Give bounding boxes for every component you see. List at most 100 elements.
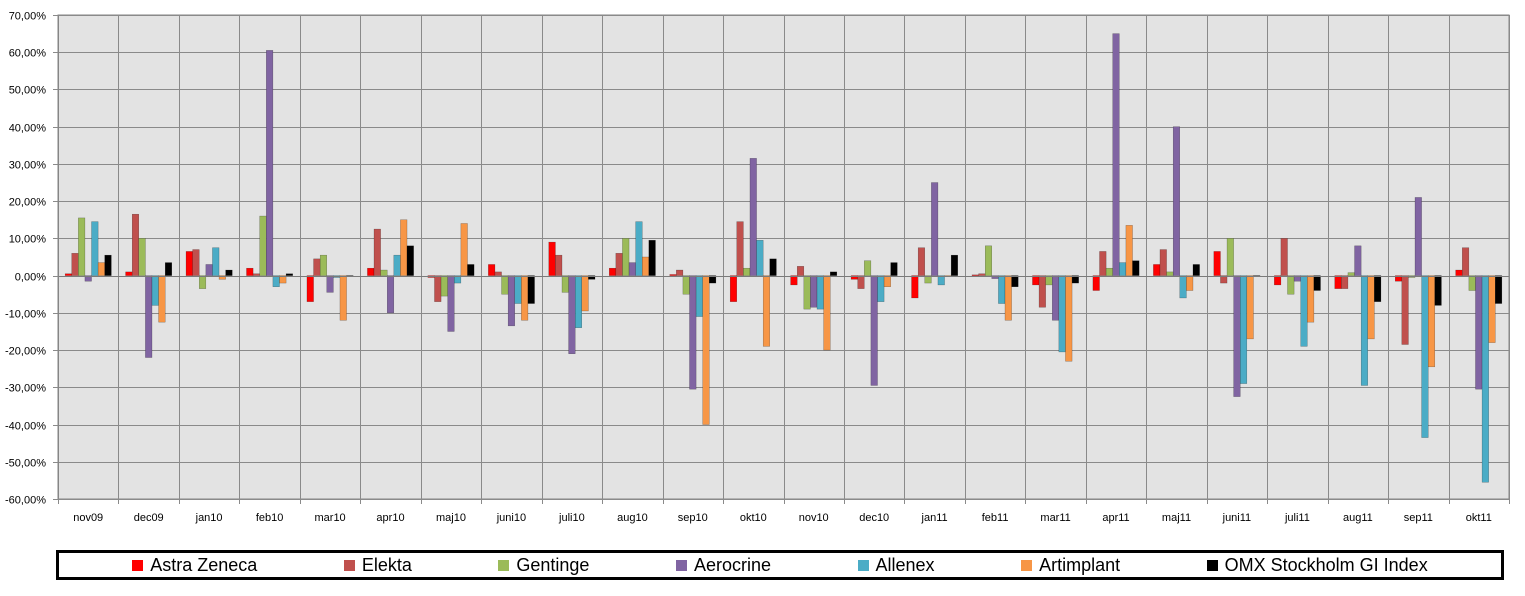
x-tick-label: aug10: [617, 512, 648, 524]
bar-omx-stockholm-gi-index-aug11: [1374, 275, 1382, 302]
bar-gentinge-juli10: [561, 275, 569, 293]
bar-gentinge-feb10: [259, 215, 267, 276]
bar-artimplant-jan10: [218, 275, 226, 280]
legend-label: Gentinge: [516, 554, 590, 575]
bar-omx-stockholm-gi-index-nov09: [104, 254, 112, 276]
y-tick-label: -30,00%: [5, 383, 46, 395]
bar-omx-stockholm-gi-index-juni10: [527, 275, 535, 304]
bar-omx-stockholm-gi-index-aug10: [648, 240, 656, 276]
bar-elekta-feb10: [252, 273, 260, 276]
bar-elekta-maj10: [434, 275, 442, 302]
y-tick-label: 40,00%: [9, 123, 47, 135]
bar-allenex-mar11: [1058, 275, 1066, 353]
bar-allenex-maj10: [454, 275, 462, 284]
bar-allenex-maj11: [1179, 275, 1187, 299]
x-tick-label: maj10: [436, 512, 466, 524]
bar-aerocrine-mar11: [1052, 275, 1060, 321]
legend-label: Allenex: [875, 554, 935, 575]
bar-aerocrine-feb11: [991, 275, 999, 279]
bar-elekta-juli11: [1280, 238, 1288, 276]
x-tick-label: dec09: [134, 512, 164, 524]
bar-astra-zeneca-juli11: [1274, 275, 1282, 286]
bar-aerocrine-nov09: [84, 275, 92, 282]
bar-omx-stockholm-gi-index-sep10: [709, 275, 717, 284]
y-tick-label: 50,00%: [9, 85, 47, 97]
bar-elekta-mar10: [313, 258, 321, 276]
bar-omx-stockholm-gi-index-juli10: [588, 275, 596, 280]
bar-gentinge-apr11: [1105, 267, 1113, 276]
bar-astra-zeneca-dec09: [125, 271, 133, 276]
bar-elekta-nov10: [797, 266, 805, 276]
bar-gentinge-juni10: [501, 275, 509, 295]
bar-aerocrine-juni11: [1233, 275, 1241, 397]
bar-allenex-okt11: [1481, 275, 1489, 483]
bar-elekta-sep11: [1401, 275, 1409, 345]
bar-gentinge-aug10: [622, 238, 630, 276]
x-tick-label: jan10: [195, 512, 223, 524]
legend-label: Elekta: [361, 554, 412, 575]
bar-omx-stockholm-gi-index-nov10: [830, 271, 838, 276]
x-tick-label: mar11: [1040, 512, 1070, 524]
bar-artimplant-nov09: [97, 262, 105, 276]
bar-elekta-juni11: [1220, 275, 1228, 284]
bar-allenex-sep11: [1421, 275, 1429, 438]
y-tick-label: 10,00%: [9, 234, 47, 246]
bar-aerocrine-dec10: [870, 275, 878, 386]
bar-artimplant-feb11: [1004, 275, 1012, 321]
bar-allenex-dec09: [151, 275, 159, 306]
bar-artimplant-juli11: [1307, 275, 1315, 323]
bar-gentinge-jan10: [199, 275, 207, 289]
bar-elekta-okt10: [736, 221, 744, 276]
x-tick-label: okt10: [740, 512, 767, 524]
bar-astra-zeneca-mar10: [306, 275, 314, 302]
legend-swatch: [498, 559, 510, 571]
legend-label: Astra Zeneca: [150, 554, 258, 575]
bar-elekta-nov09: [71, 253, 79, 276]
legend-swatch: [857, 559, 869, 571]
bar-gentinge-aug11: [1347, 272, 1355, 276]
bar-artimplant-okt10: [762, 275, 770, 347]
legend-item-aerocrine: Aerocrine: [675, 555, 771, 576]
x-tick-label: juni10: [496, 512, 526, 524]
bar-omx-stockholm-gi-index-apr10: [406, 245, 414, 276]
x-tick-label: mar10: [315, 512, 346, 524]
bar-elekta-jan10: [192, 249, 200, 276]
y-tick-label: 60,00%: [9, 48, 47, 60]
bar-elekta-jan11: [917, 247, 925, 276]
bar-omx-stockholm-gi-index-juli11: [1313, 275, 1321, 291]
legend-swatch: [343, 559, 355, 571]
bar-elekta-okt11: [1462, 247, 1470, 276]
bar-allenex-dec10: [877, 275, 885, 302]
bar-aerocrine-nov10: [810, 275, 818, 308]
legend-label: Artimplant: [1039, 554, 1121, 575]
bar-allenex-juli11: [1300, 275, 1308, 347]
bar-astra-zeneca-juli10: [548, 241, 556, 276]
x-tick-label: nov09: [73, 512, 103, 524]
bar-artimplant-aug10: [642, 256, 650, 276]
bar-gentinge-okt11: [1468, 275, 1476, 291]
bar-aerocrine-dec09: [145, 275, 153, 358]
bar-allenex-okt10: [756, 240, 764, 276]
x-tick-label: nov10: [799, 512, 829, 524]
bar-artimplant-maj11: [1186, 275, 1194, 291]
legend-swatch: [675, 559, 687, 571]
x-tick-label: apr10: [376, 512, 404, 524]
bar-omx-stockholm-gi-index-jan11: [950, 254, 958, 276]
legend: Astra Zeneca Elekta Gentinge Aerocrine Allen…: [56, 550, 1504, 580]
bar-astra-zeneca-jan11: [911, 275, 919, 299]
bar-astra-zeneca-mar11: [1032, 275, 1040, 286]
y-tick-label: -50,00%: [5, 458, 46, 470]
bar-artimplant-mar10: [339, 275, 347, 321]
bar-gentinge-dec10: [864, 260, 872, 276]
legend-item-artimplant: Artimplant: [1021, 555, 1120, 576]
bar-aerocrine-sep10: [689, 275, 697, 390]
axes: [58, 15, 1509, 499]
bar-gentinge-sep10: [682, 275, 690, 295]
x-tick-label: juli10: [558, 512, 585, 524]
bar-artimplant-dec09: [158, 275, 166, 323]
bar-aerocrine-okt11: [1475, 275, 1483, 390]
bar-omx-stockholm-gi-index-okt11: [1495, 275, 1503, 304]
bar-allenex-jan10: [212, 247, 220, 276]
legend-item-gentinge: Gentinge: [498, 555, 589, 576]
